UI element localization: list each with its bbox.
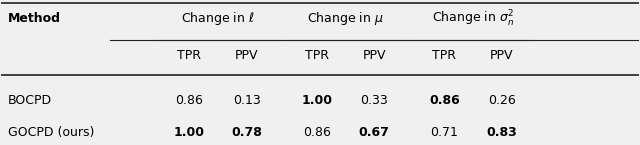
- Text: TPR: TPR: [305, 49, 329, 62]
- Text: TPR: TPR: [177, 49, 202, 62]
- Text: 0.71: 0.71: [430, 126, 458, 139]
- Text: 0.86: 0.86: [303, 126, 331, 139]
- Text: Change in $\sigma_n^2$: Change in $\sigma_n^2$: [432, 8, 514, 29]
- Text: Change in $\mu$: Change in $\mu$: [307, 10, 384, 27]
- Text: Change in $\ell$: Change in $\ell$: [181, 10, 255, 27]
- Text: 0.33: 0.33: [360, 94, 388, 107]
- Text: 0.26: 0.26: [488, 94, 515, 107]
- Text: PPV: PPV: [235, 49, 259, 62]
- Text: 0.78: 0.78: [231, 126, 262, 139]
- Text: 0.86: 0.86: [429, 94, 460, 107]
- Text: 0.67: 0.67: [359, 126, 390, 139]
- Text: BOCPD: BOCPD: [8, 94, 52, 107]
- Text: PPV: PPV: [490, 49, 513, 62]
- Text: 0.86: 0.86: [175, 94, 204, 107]
- Text: Method: Method: [8, 12, 61, 25]
- Text: PPV: PPV: [362, 49, 386, 62]
- Text: TPR: TPR: [432, 49, 456, 62]
- Text: 0.13: 0.13: [233, 94, 260, 107]
- Text: 0.83: 0.83: [486, 126, 517, 139]
- Text: GOCPD (ours): GOCPD (ours): [8, 126, 94, 139]
- Text: 1.00: 1.00: [174, 126, 205, 139]
- Text: 1.00: 1.00: [301, 94, 332, 107]
